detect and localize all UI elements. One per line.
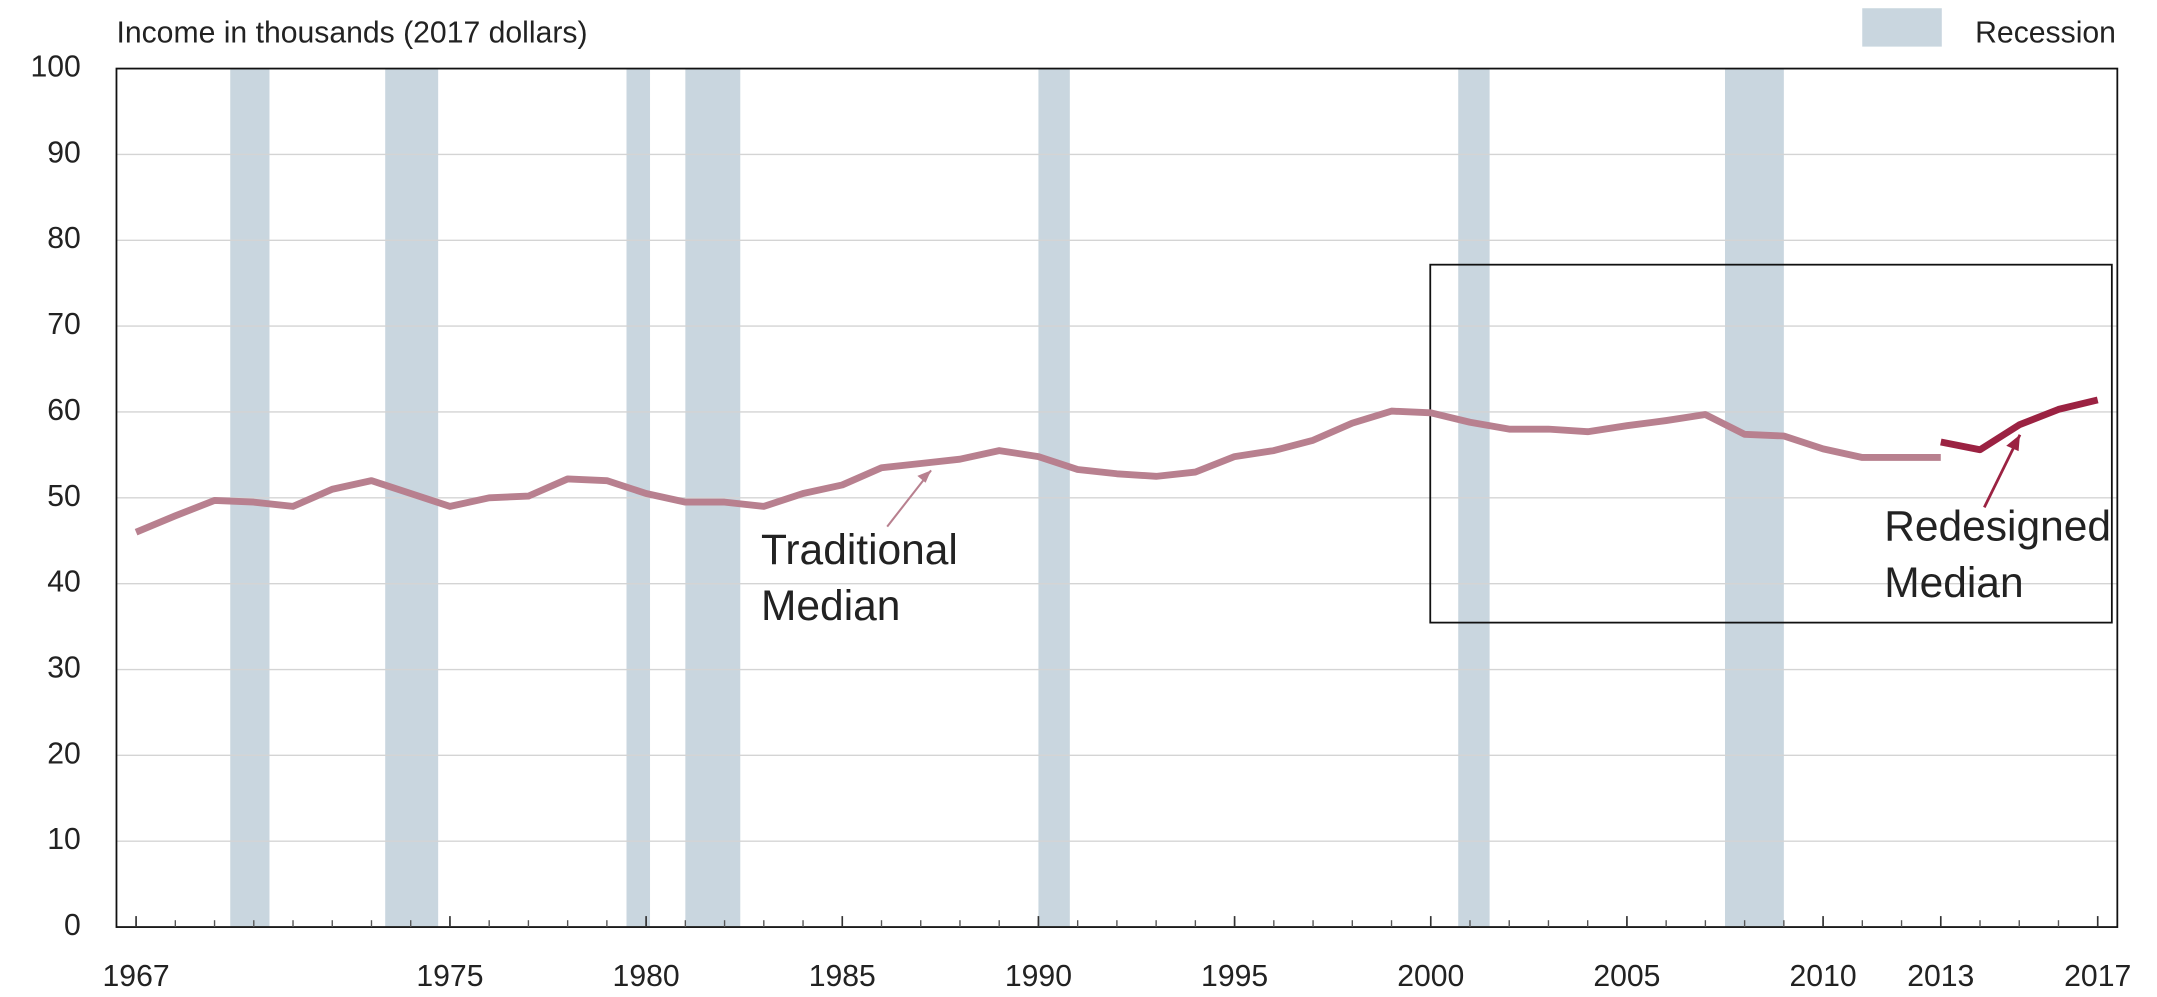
highlight-box (1429, 263, 2113, 624)
y-tick-label: 40 (47, 566, 81, 599)
x-tick-label: 1967 (103, 960, 170, 993)
annotation: Redesigned (1884, 504, 2111, 551)
legend-label: Recession (1975, 16, 2116, 49)
x-tick-label: 2010 (1790, 960, 1857, 993)
annotation: Median (1884, 560, 2023, 607)
y-tick-label: 10 (47, 823, 81, 856)
legend-swatch (1862, 8, 1942, 47)
x-tick-label: 1985 (809, 960, 876, 993)
y-tick-label: 30 (47, 651, 81, 684)
y-tick-label: 20 (47, 737, 81, 770)
y-tick-label: 60 (47, 394, 81, 427)
x-tick-label: 2013 (1907, 960, 1974, 993)
x-tick-label: 1990 (1005, 960, 1072, 993)
y-tick-label: 80 (47, 222, 81, 255)
y-tick-label: 90 (47, 136, 81, 169)
y-tick-label: 100 (30, 51, 80, 84)
y-tick-label: 50 (47, 480, 81, 513)
x-axis: 1967 1975 1980 1985 1990 1995 2000 2005 2010 2013… (103, 916, 2131, 993)
x-tick-label: 2017 (2064, 960, 2131, 993)
x-tick-label: 2005 (1593, 960, 1660, 993)
grid: 0 10 20 30 40 50 60 70 80 90 100 (30, 51, 2118, 942)
annotations: Traditional Median Redesigned Median (761, 504, 2111, 631)
annotation: Traditional (761, 527, 958, 574)
annotation: Median (761, 583, 900, 630)
x-tick-label: 2000 (1397, 960, 1464, 993)
x-tick-label: 1980 (613, 960, 680, 993)
y-tick-label: 70 (47, 308, 81, 341)
x-tick-label: 1995 (1201, 960, 1268, 993)
arrowhead (917, 470, 932, 483)
series-line (134, 407, 1941, 536)
series-line (1940, 396, 2099, 454)
x-tick-label: 1975 (416, 960, 483, 993)
arrowhead (2006, 434, 2020, 452)
y-axis-label: Income in thousands (2017 dollars) (116, 16, 587, 49)
y-tick-label: 0 (64, 909, 81, 942)
series (134, 396, 2099, 536)
